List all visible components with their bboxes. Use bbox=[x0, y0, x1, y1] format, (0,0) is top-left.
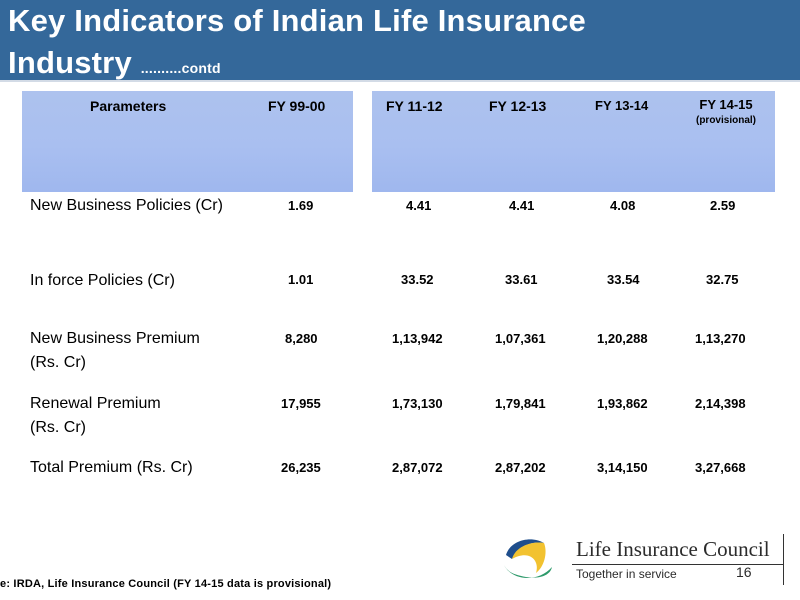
page-number: 16 bbox=[736, 564, 752, 580]
cell-total-fy1415: 3,27,668 bbox=[695, 460, 746, 475]
source-note: e: IRDA, Life Insurance Council (FY 14-1… bbox=[0, 578, 332, 590]
cell-nbp-fy9900: 1.69 bbox=[288, 198, 314, 213]
cell-renewal-fy1314: 1,93,862 bbox=[597, 396, 648, 411]
table-header-right bbox=[372, 91, 775, 192]
cell-renewal-fy1415: 2,14,398 bbox=[695, 396, 746, 411]
life-insurance-council-logo: Life Insurance Council Together in servi… bbox=[500, 531, 784, 585]
table-header-left bbox=[22, 91, 353, 192]
cell-nbp-fy1213: 4.41 bbox=[509, 198, 535, 213]
cell-nbprem-fy1213: 1,07,361 bbox=[495, 331, 546, 346]
cell-nbprem-fy1112: 1,13,942 bbox=[392, 331, 443, 346]
cell-nbp-fy1314: 4.08 bbox=[610, 198, 636, 213]
cell-nbprem-fy1314: 1,20,288 bbox=[597, 331, 648, 346]
slide-title-word: Industry bbox=[8, 45, 132, 80]
header-fy1415-label: FY 14-15 bbox=[699, 97, 753, 112]
row-label-renewal-line1: Renewal Premium bbox=[30, 395, 161, 412]
header-parameters: Parameters bbox=[90, 98, 167, 114]
cell-nbprem-fy1415: 1,13,270 bbox=[695, 331, 746, 346]
council-emblem-icon bbox=[504, 539, 552, 579]
row-label-nbprem-line1: New Business Premium bbox=[30, 330, 200, 347]
cell-ifp-fy9900: 1.01 bbox=[288, 272, 314, 287]
header-fy1314: FY 13-14 bbox=[595, 98, 649, 113]
cell-nbprem-fy9900: 8,280 bbox=[285, 331, 318, 346]
row-label-nbprem-line2: (Rs. Cr) bbox=[30, 354, 86, 371]
slide-title-line2: Industry ..........contd bbox=[8, 45, 221, 86]
header-fy1213: FY 12-13 bbox=[489, 98, 547, 114]
cell-ifp-fy1213: 33.61 bbox=[505, 272, 538, 287]
header-fy1415-note: (provisional) bbox=[695, 115, 756, 126]
logo-divider-vertical bbox=[783, 534, 784, 585]
header-fy1415: FY 14-15 (provisional) bbox=[690, 97, 762, 126]
row-label-total-premium: Total Premium (Rs. Cr) bbox=[30, 459, 193, 476]
row-label-renewal-premium: Renewal Premium (Rs. Cr) bbox=[30, 392, 161, 440]
cell-ifp-fy1314: 33.54 bbox=[607, 272, 640, 287]
cell-total-fy1213: 2,87,202 bbox=[495, 460, 546, 475]
logo-tagline: Together in service bbox=[576, 567, 677, 581]
slide-title-suffix: ..........contd bbox=[140, 60, 221, 76]
cell-renewal-fy9900: 17,955 bbox=[281, 396, 321, 411]
row-label-renewal-line2: (Rs. Cr) bbox=[30, 419, 86, 436]
row-label-new-business-premium: New Business Premium (Rs. Cr) bbox=[30, 327, 200, 375]
logo-name: Life Insurance Council bbox=[576, 537, 770, 561]
row-label-new-business-policies: New Business Policies (Cr) bbox=[30, 197, 223, 214]
cell-nbp-fy1112: 4.41 bbox=[406, 198, 432, 213]
cell-total-fy1314: 3,14,150 bbox=[597, 460, 648, 475]
cell-renewal-fy1112: 1,73,130 bbox=[392, 396, 443, 411]
cell-total-fy1112: 2,87,072 bbox=[392, 460, 443, 475]
slide-title-line1: Key Indicators of Indian Life Insurance bbox=[8, 3, 586, 38]
cell-ifp-fy1415: 32.75 bbox=[706, 272, 739, 287]
cell-total-fy9900: 26,235 bbox=[281, 460, 321, 475]
header-fy9900: FY 99-00 bbox=[268, 98, 326, 114]
logo-divider bbox=[572, 564, 784, 565]
cell-ifp-fy1112: 33.52 bbox=[401, 272, 434, 287]
row-label-in-force-policies: In force Policies (Cr) bbox=[30, 272, 175, 289]
title-bar: Key Indicators of Indian Life Insurance … bbox=[0, 0, 800, 82]
header-fy1112: FY 11-12 bbox=[386, 98, 443, 114]
cell-renewal-fy1213: 1,79,841 bbox=[495, 396, 546, 411]
cell-nbp-fy1415: 2.59 bbox=[710, 198, 736, 213]
